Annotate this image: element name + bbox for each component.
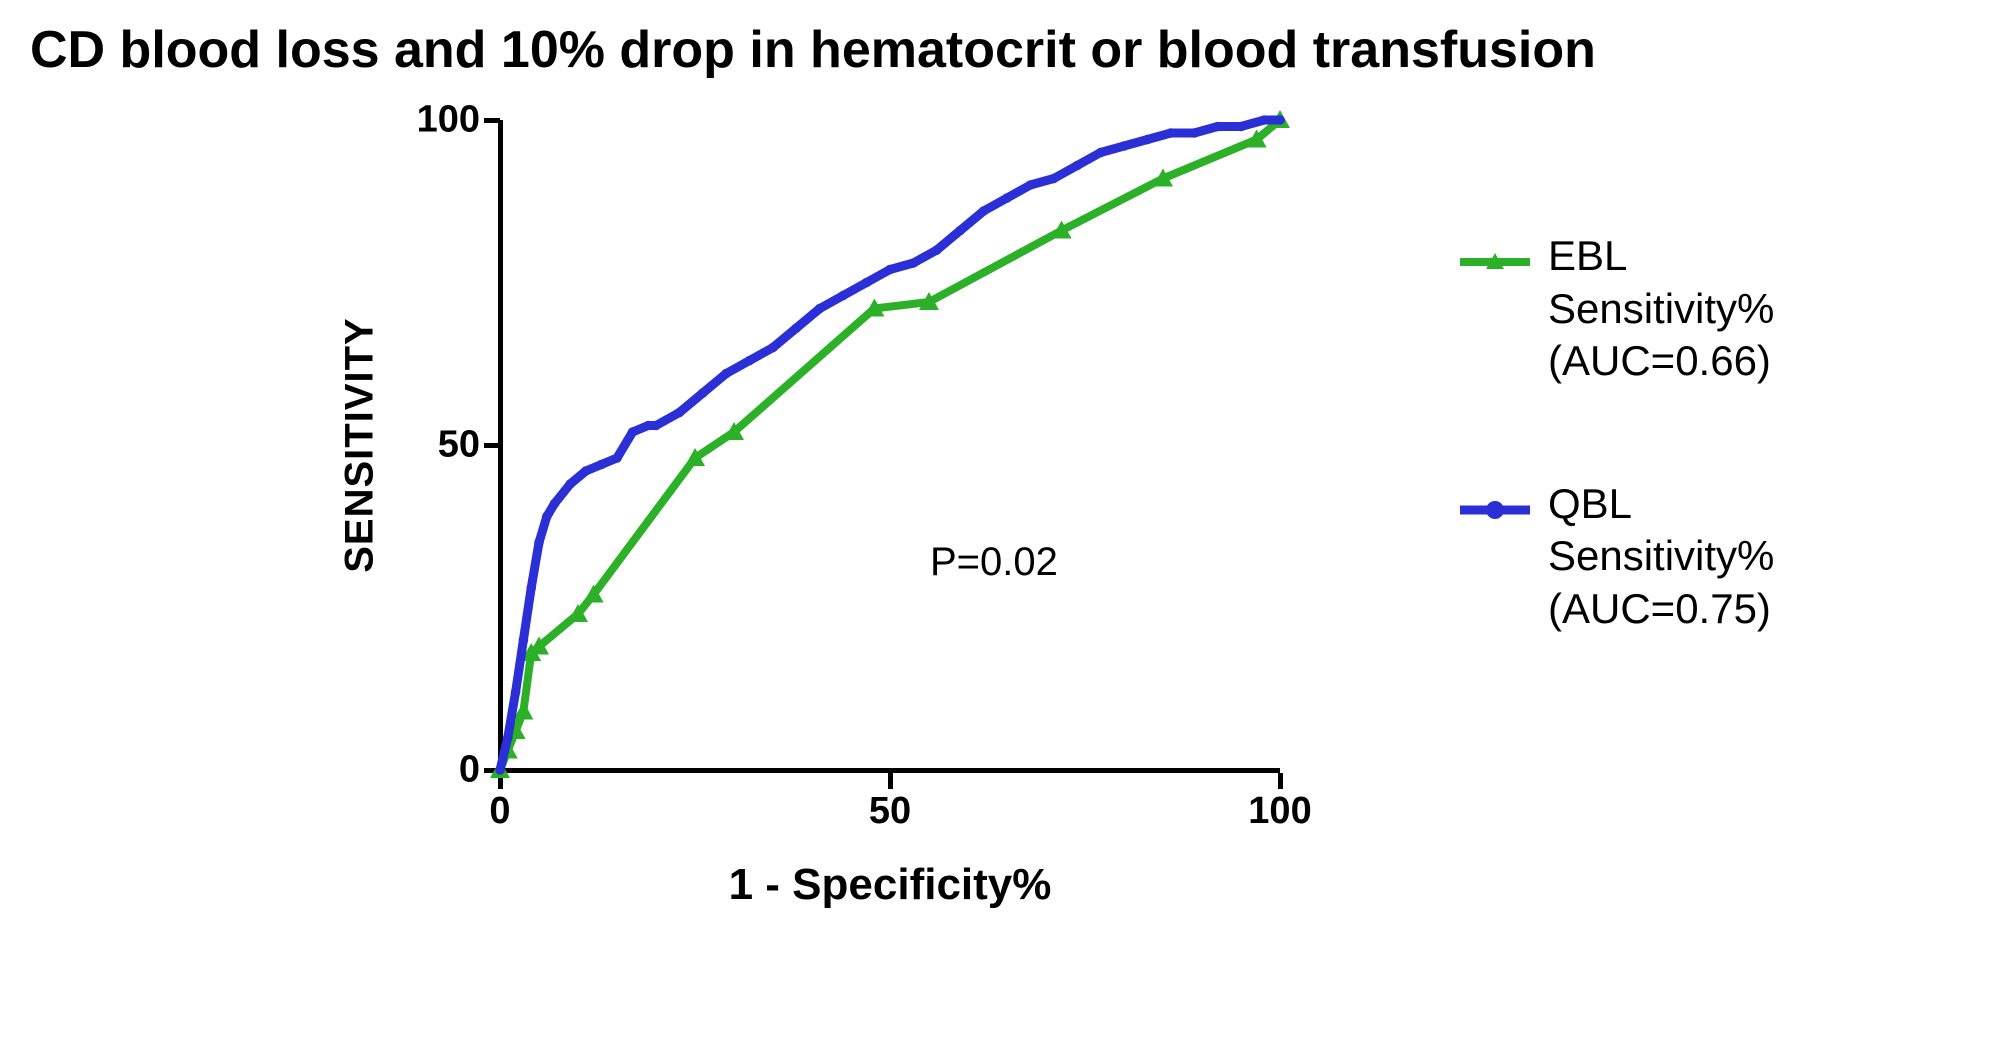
x-tick-label: 50 bbox=[869, 790, 911, 833]
series-marker-qbl bbox=[815, 304, 825, 314]
series-marker-qbl bbox=[534, 538, 544, 548]
legend-label-ebl: EBL Sensitivity% (AUC=0.66) bbox=[1548, 230, 1774, 388]
series-marker-qbl bbox=[909, 258, 919, 268]
series-marker-qbl bbox=[1072, 161, 1082, 171]
series-marker-qbl bbox=[1189, 128, 1199, 138]
legend-label-qbl: QBL Sensitivity% (AUC=0.75) bbox=[1548, 478, 1774, 636]
y-tick-label: 0 bbox=[459, 749, 480, 792]
legend-line: (AUC=0.66) bbox=[1548, 337, 1771, 384]
series-marker-qbl bbox=[698, 388, 708, 398]
plot-wrap: SENSITIVITY 1 - Specificity% P=0.02 0 50… bbox=[400, 120, 1280, 870]
series-marker-qbl bbox=[768, 343, 778, 353]
series-marker-qbl bbox=[581, 466, 591, 476]
x-tick-label: 0 bbox=[489, 790, 510, 833]
legend-item-ebl: EBL Sensitivity% (AUC=0.66) bbox=[1460, 230, 1960, 388]
y-tick bbox=[484, 443, 500, 448]
series-marker-qbl bbox=[745, 356, 755, 366]
legend-marker-qbl bbox=[1460, 490, 1530, 530]
series-marker-qbl bbox=[542, 512, 552, 522]
series-marker-qbl bbox=[495, 765, 505, 775]
y-tick-label: 50 bbox=[438, 424, 480, 467]
legend-line: EBL bbox=[1548, 232, 1627, 279]
x-tick bbox=[888, 773, 893, 789]
series-marker-qbl bbox=[675, 408, 685, 418]
series-marker-qbl bbox=[612, 453, 622, 463]
series-marker-qbl bbox=[519, 635, 529, 645]
legend-line: Sensitivity% bbox=[1548, 285, 1774, 332]
series-marker-qbl bbox=[721, 369, 731, 379]
plot-area: P=0.02 bbox=[500, 120, 1280, 770]
series-marker-qbl bbox=[597, 460, 607, 470]
y-tick-label: 100 bbox=[417, 99, 480, 142]
legend-item-qbl: QBL Sensitivity% (AUC=0.75) bbox=[1460, 478, 1960, 636]
series-marker-qbl bbox=[885, 265, 895, 275]
x-tick-label: 100 bbox=[1248, 790, 1311, 833]
legend: EBL Sensitivity% (AUC=0.66) QBL Sensitiv… bbox=[1460, 230, 1960, 725]
series-marker-qbl bbox=[955, 226, 965, 236]
y-tick bbox=[484, 118, 500, 123]
series-marker-qbl bbox=[565, 479, 575, 489]
legend-line: (AUC=0.75) bbox=[1548, 585, 1771, 632]
figure-container: { "title": "CD blood loss and 10% drop i… bbox=[0, 0, 2000, 1040]
series-marker-qbl bbox=[1260, 115, 1270, 125]
p-value-annotation: P=0.02 bbox=[930, 540, 1058, 585]
series-line-ebl bbox=[500, 120, 1280, 770]
series-marker-qbl bbox=[792, 323, 802, 333]
y-axis-label: SENSITIVITY bbox=[338, 317, 383, 573]
series-marker-qbl bbox=[932, 245, 942, 255]
legend-line: Sensitivity% bbox=[1548, 532, 1774, 579]
series-marker-qbl bbox=[503, 733, 513, 743]
legend-line: QBL bbox=[1548, 480, 1632, 527]
series-marker-qbl bbox=[1002, 193, 1012, 203]
series-marker-qbl bbox=[1236, 122, 1246, 132]
series-marker-qbl bbox=[1143, 135, 1153, 145]
series-marker-qbl bbox=[838, 291, 848, 301]
chart-title: CD blood loss and 10% drop in hematocrit… bbox=[30, 20, 1596, 80]
series-marker-qbl bbox=[1026, 180, 1036, 190]
series-marker-qbl bbox=[511, 687, 521, 697]
roc-svg bbox=[500, 120, 1280, 770]
series-marker-qbl bbox=[526, 583, 536, 593]
series-marker-qbl bbox=[862, 278, 872, 288]
series-marker-qbl bbox=[550, 499, 560, 509]
series-marker-qbl bbox=[1096, 148, 1106, 158]
series-marker-qbl bbox=[1166, 128, 1176, 138]
series-marker-qbl bbox=[1275, 115, 1285, 125]
series-marker-qbl bbox=[979, 206, 989, 216]
series-line-qbl bbox=[500, 120, 1280, 770]
legend-marker-ebl bbox=[1460, 242, 1530, 282]
series-marker-qbl bbox=[1213, 122, 1223, 132]
series-marker-qbl bbox=[1119, 141, 1129, 151]
series-marker-qbl bbox=[628, 427, 638, 437]
series-marker-qbl bbox=[651, 421, 661, 431]
x-axis-label: 1 - Specificity% bbox=[729, 860, 1052, 910]
series-marker-qbl bbox=[1049, 174, 1059, 184]
x-tick bbox=[1278, 773, 1283, 789]
